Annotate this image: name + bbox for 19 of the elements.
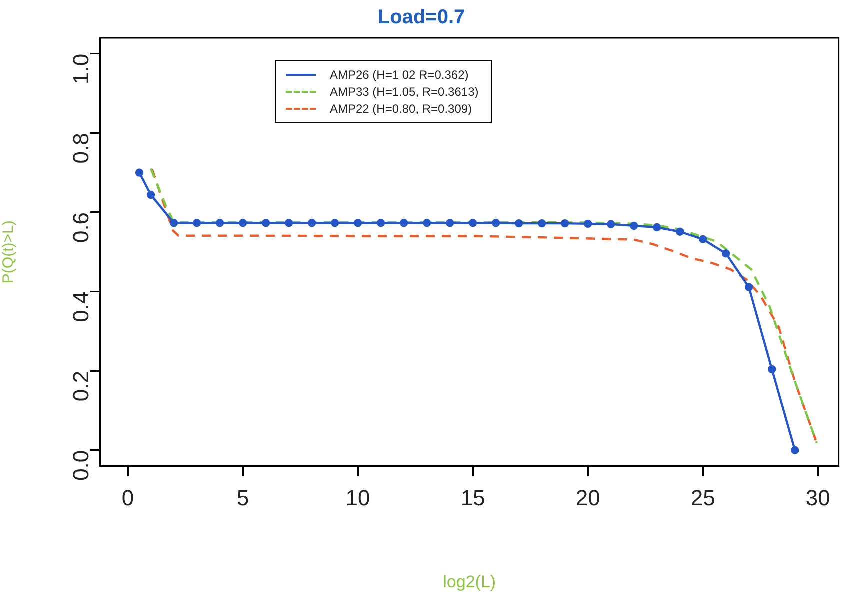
chart-title: Load=0.7 [378,6,466,29]
x-tick-label: 30 [806,485,830,510]
legend-label: AMP26 (H=1 02 R=0.362) [330,68,469,82]
legend-label: AMP22 (H=0.80, R=0.309) [330,102,472,116]
x-tick-label: 5 [236,485,250,510]
y-axis-title: P(Q(t)>L) [0,220,18,284]
y-tick-label: 1.0 [68,54,94,84]
x-tick-label: 20 [576,485,600,510]
y-tick-label: 0.6 [68,212,94,244]
y-tick-label: 0.4 [68,292,94,322]
x-tick-label: 25 [690,485,716,510]
x-tick-label: 0 [122,485,134,510]
x-axis-title: log2(L) [443,572,496,592]
y-tick-label: 0.8 [68,133,94,164]
x-tick-label: 15 [460,485,486,510]
y-tick-label: 0.2 [68,371,94,402]
y-tick-label: 0.0 [68,450,94,481]
x-tick-label: 10 [346,485,370,510]
legend-label: AMP33 (H=1.05, R=0.3613) [330,84,479,98]
